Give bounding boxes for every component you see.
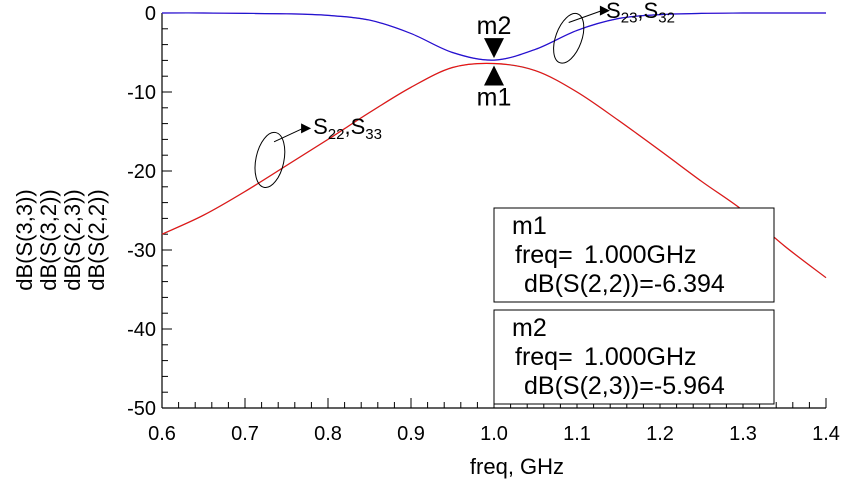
marker-m1-label: m1 [477,84,512,112]
x-tick-label: 0.7 [231,423,259,445]
marker-m2-name: m2 [512,314,547,342]
x-tick-label: 0.9 [397,423,425,445]
marker-m2-freq-label: freq= [515,343,573,371]
callout-arrow-s23-s32 [599,5,610,16]
y-axis-titles: dB(S(3,3)) dB(S(3,2)) dB(S(2,3)) dB(S(2,… [12,189,109,290]
x-tick-label: 0.8 [314,423,342,445]
plot-series [161,12,827,279]
y-axis-title-s33: dB(S(3,3)) [12,189,37,290]
x-tick-label: 1.3 [729,423,757,445]
x-tick-label: 1.0 [480,423,508,445]
x-tick-label: 0.6 [148,423,176,445]
plot-markers: m1 m2 [477,12,512,111]
y-axis-title-s22: dB(S(2,2)) [84,189,109,290]
callout-leader-s23-s32 [568,10,603,23]
y-axis-title-s23: dB(S(2,3)) [60,189,85,290]
callout-arrow-s22-s33 [301,123,312,134]
series-line-db-s-2-2 [161,62,827,279]
marker-m2-freq-value: 1.000GHz [584,343,697,371]
marker-m1-name: m1 [512,212,547,240]
y-axis-title-s32: dB(S(3,2)) [36,189,61,290]
y-tick-label: -40 [127,319,156,341]
marker-m1-value: dB(S(2,2))=-6.394 [524,270,725,298]
y-tick-label: -30 [127,240,156,262]
y-tick-label: 0 [145,3,156,25]
callout-ellipse-s22-s33 [254,131,286,188]
marker-m2-triangle [484,38,504,59]
marker-m1-freq-label: freq= [515,241,573,269]
series-line-db-s-2-3 [161,12,826,61]
marker-m2-label: m2 [477,12,512,40]
callout-ellipse-s23-s32 [553,12,585,64]
y-tick-label: -50 [127,398,156,420]
marker-m1-freq-value: 1.000GHz [584,241,697,269]
plot-annotations: S23,S32 S22,S33 [254,0,675,188]
marker-m1-triangle [484,65,504,86]
marker-m2-value: dB(S(2,3))=-5.964 [524,372,725,400]
marker-m1-readout: m1 freq= 1.000GHz dB(S(2,2))=-6.394 [493,207,775,303]
y-tick-label: -10 [127,82,156,104]
y-tick-label: -20 [127,161,156,183]
x-tick-label: 1.2 [646,423,674,445]
x-axis-title: freq, GHz [470,454,564,479]
callout-label-s22-s33: S22,S33 [313,114,382,143]
callout-label-s23-s32: S23,S32 [606,0,675,27]
marker-m2-readout: m2 freq= 1.000GHz dB(S(2,3))=-5.964 [493,309,775,405]
x-tick-label: 1.1 [563,423,591,445]
callout-leader-s22-s33 [273,127,304,143]
plot-axes: 0.6 0.7 0.8 0.9 1.0 1.1 1.2 1.3 1.4 0 -10 -20 -30 -40… [127,3,840,445]
x-tick-label: 1.4 [812,423,840,445]
